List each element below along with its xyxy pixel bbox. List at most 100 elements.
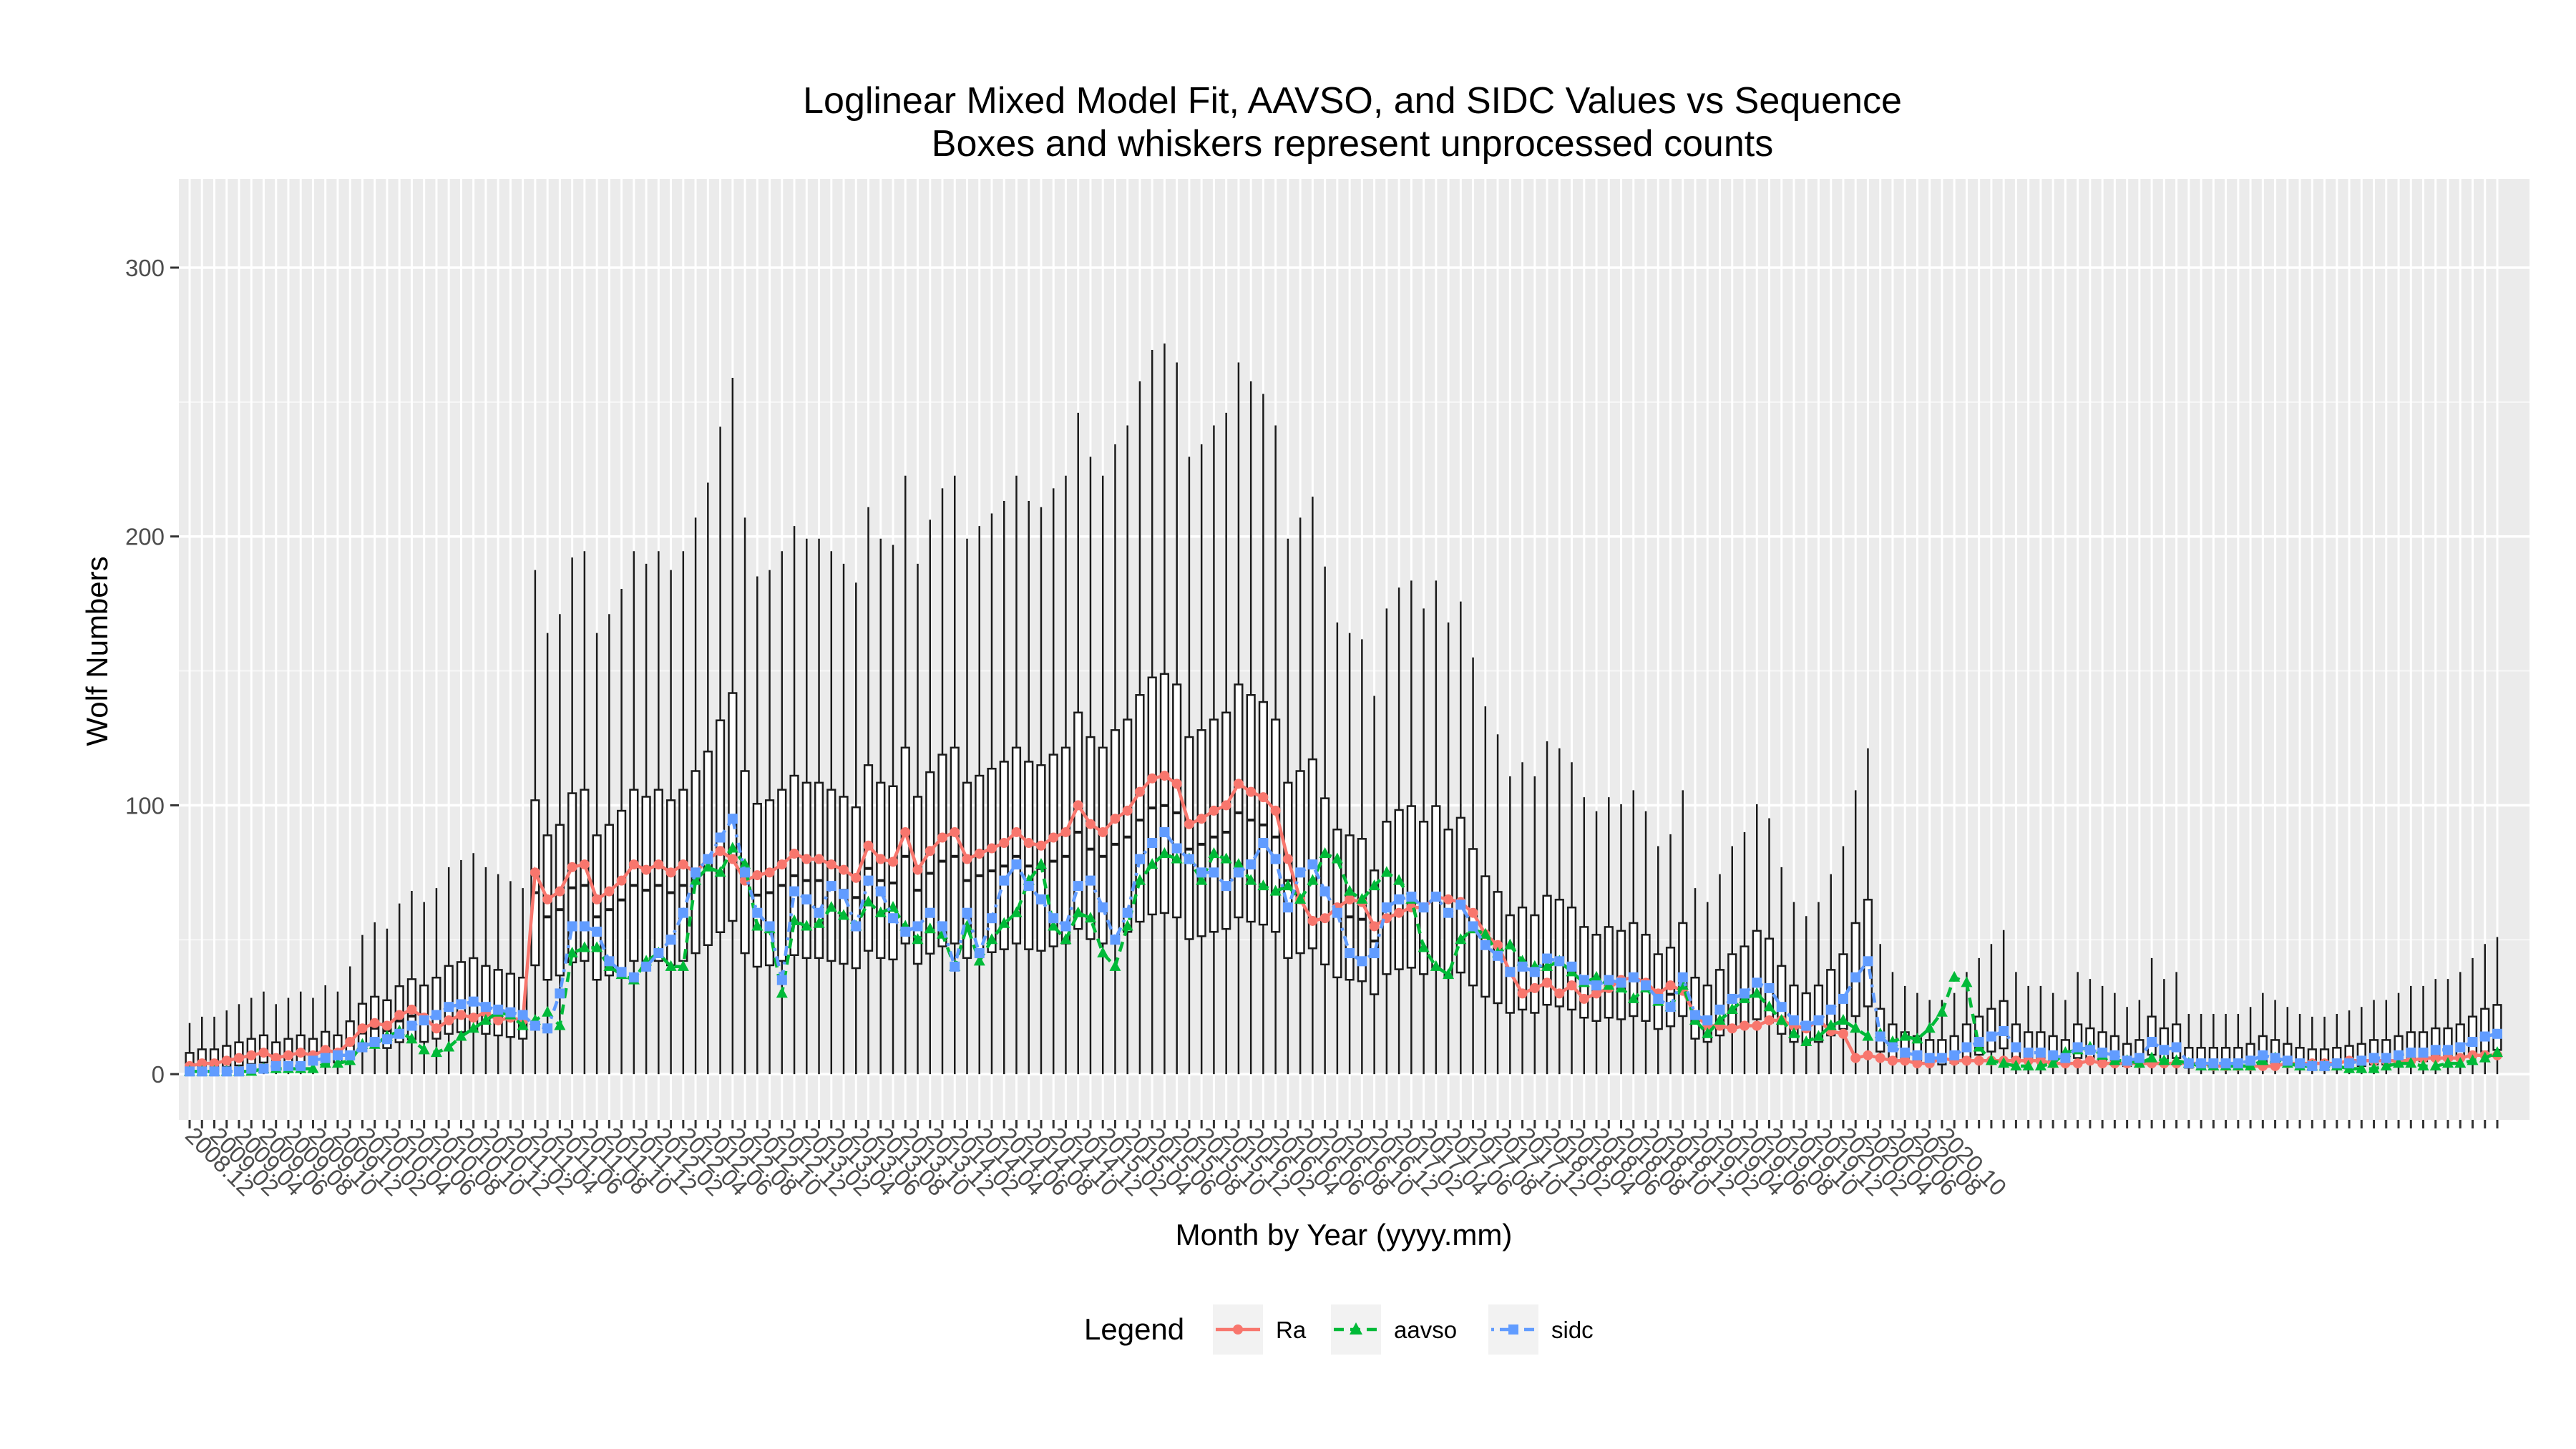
data-point-sidc bbox=[1209, 867, 1219, 878]
data-point-sidc bbox=[1233, 867, 1244, 878]
data-point-aavso bbox=[1010, 906, 1023, 917]
y-tick-label: 300 bbox=[125, 255, 165, 281]
data-point-Ra bbox=[1171, 779, 1182, 789]
data-point-sidc bbox=[1011, 859, 1022, 870]
data-point-aavso bbox=[751, 919, 763, 931]
data-point-sidc bbox=[801, 894, 812, 904]
data-point-sidc bbox=[2072, 1042, 2083, 1053]
box-plot bbox=[592, 633, 602, 1075]
data-point-Ra bbox=[1529, 982, 1540, 993]
box bbox=[1727, 953, 1737, 1030]
data-point-aavso bbox=[1763, 1000, 1775, 1012]
data-point-sidc bbox=[616, 967, 627, 977]
data-point-sidc bbox=[962, 907, 972, 918]
box-plot bbox=[1629, 790, 1639, 1075]
data-point-Ra bbox=[950, 826, 960, 837]
box bbox=[1123, 718, 1133, 933]
data-point-sidc bbox=[1196, 867, 1207, 878]
data-point-sidc bbox=[1357, 956, 1367, 967]
box bbox=[888, 785, 898, 961]
data-point-Ra bbox=[1739, 1020, 1750, 1031]
data-point-Ra bbox=[1369, 921, 1380, 932]
data-point-Ra bbox=[665, 867, 676, 878]
data-point-aavso bbox=[1627, 992, 1639, 1003]
data-point-sidc bbox=[1900, 1048, 1911, 1058]
data-point-sidc bbox=[1974, 1037, 1984, 1048]
data-point-aavso bbox=[1048, 919, 1060, 931]
data-point-aavso bbox=[1084, 912, 1096, 923]
data-point-Ra bbox=[2430, 1053, 2441, 1063]
data-point-sidc bbox=[1863, 956, 1873, 967]
box bbox=[1678, 922, 1688, 1018]
data-point-sidc bbox=[1591, 980, 1602, 991]
data-point-aavso bbox=[2405, 1057, 2417, 1068]
data-point-aavso bbox=[1171, 852, 1183, 864]
data-point-aavso bbox=[1196, 874, 1208, 885]
data-point-aavso bbox=[467, 1022, 479, 1033]
data-point-sidc bbox=[332, 1050, 343, 1060]
data-point-sidc bbox=[851, 921, 862, 932]
data-point-sidc bbox=[2492, 1028, 2502, 1039]
data-point-Ra bbox=[468, 1013, 479, 1023]
box-plot bbox=[678, 551, 688, 1075]
box bbox=[2073, 1023, 2083, 1059]
box-plot bbox=[888, 545, 898, 1075]
data-point-sidc bbox=[1171, 843, 1182, 854]
data-point-sidc bbox=[2381, 1053, 2391, 1063]
data-point-sidc bbox=[2282, 1055, 2293, 1066]
box bbox=[1048, 753, 1058, 947]
data-point-Ra bbox=[1147, 773, 1158, 784]
data-point-sidc bbox=[1455, 899, 1466, 910]
box-plot bbox=[1221, 412, 1231, 1075]
data-point-aavso bbox=[1850, 1022, 1862, 1033]
data-point-sidc bbox=[1332, 907, 1342, 918]
data-point-sidc bbox=[1554, 956, 1565, 967]
data-point-aavso bbox=[825, 901, 837, 912]
data-point-Ra bbox=[296, 1048, 306, 1058]
data-point-sidc bbox=[1924, 1053, 1935, 1063]
data-point-aavso bbox=[1418, 941, 1430, 952]
data-point-aavso bbox=[739, 858, 751, 869]
data-point-sidc bbox=[320, 1053, 331, 1063]
box-plot bbox=[1295, 517, 1305, 1075]
data-point-sidc bbox=[246, 1063, 257, 1074]
data-point-Ra bbox=[1517, 988, 1528, 999]
data-point-Ra bbox=[1665, 980, 1676, 991]
box-plot bbox=[703, 482, 713, 1075]
data-point-sidc bbox=[1406, 892, 1417, 902]
data-point-sidc bbox=[394, 1028, 405, 1039]
box bbox=[1221, 711, 1231, 930]
data-point-Ra bbox=[493, 1015, 504, 1025]
data-point-sidc bbox=[1307, 859, 1318, 870]
data-point-Ra bbox=[962, 854, 972, 864]
box bbox=[1937, 1039, 1947, 1065]
data-point-sidc bbox=[814, 907, 824, 918]
legend-label: sidc bbox=[1551, 1317, 1594, 1343]
data-point-aavso bbox=[1813, 1030, 1825, 1041]
data-point-sidc bbox=[826, 881, 836, 892]
data-point-sidc bbox=[900, 927, 911, 937]
data-point-sidc bbox=[1048, 913, 1059, 924]
data-point-Ra bbox=[2270, 1060, 2280, 1071]
data-point-sidc bbox=[2196, 1058, 2207, 1069]
box-plot bbox=[444, 867, 454, 1075]
data-point-Ra bbox=[986, 843, 997, 854]
data-point-Ra bbox=[542, 894, 553, 904]
box bbox=[691, 770, 701, 955]
data-point-Ra bbox=[1233, 779, 1244, 789]
box bbox=[1024, 761, 1034, 950]
data-point-sidc bbox=[2418, 1048, 2429, 1058]
data-point-sidc bbox=[1677, 972, 1688, 982]
box bbox=[1579, 926, 1589, 1019]
data-point-Ra bbox=[1961, 1055, 1972, 1066]
data-point-sidc bbox=[2023, 1048, 2034, 1058]
data-point-Ra bbox=[974, 849, 985, 859]
box bbox=[999, 761, 1009, 950]
box bbox=[975, 774, 985, 957]
data-point-sidc bbox=[2048, 1050, 2059, 1060]
data-point-sidc bbox=[2060, 1053, 2071, 1063]
y-tick-label: 0 bbox=[152, 1061, 165, 1088]
y-axis: 0 100 200 300 bbox=[125, 255, 179, 1088]
data-point-sidc bbox=[2295, 1058, 2306, 1069]
data-point-aavso bbox=[1307, 874, 1319, 885]
